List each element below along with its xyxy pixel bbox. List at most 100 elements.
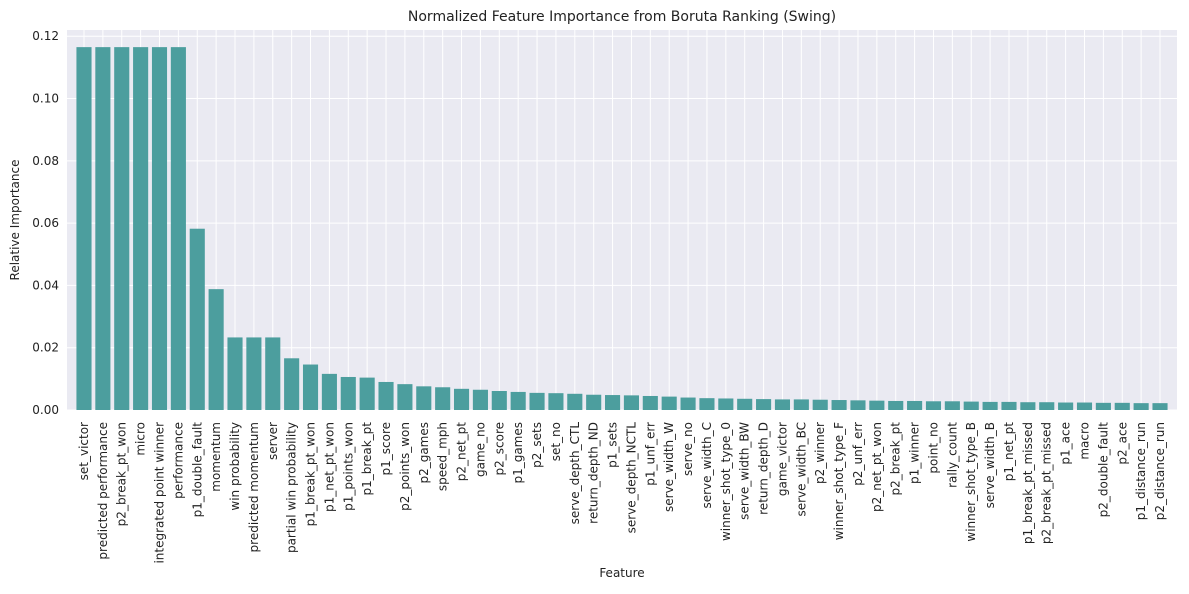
x-tick-label: rally_count xyxy=(945,422,959,488)
y-tick-label: 0.10 xyxy=(32,92,59,106)
x-tick-label: p2_winner xyxy=(813,422,827,484)
x-tick-label: serve_width_BC xyxy=(794,422,808,517)
x-tick-label: set_no xyxy=(549,422,563,461)
bar-p2-points-won xyxy=(397,384,413,410)
x-tick-label: speed_mph xyxy=(436,422,450,491)
x-tick-label: p2_break_pt_missed xyxy=(1040,422,1054,544)
x-tick-label: point_no xyxy=(926,422,940,474)
bar-server xyxy=(265,337,281,410)
y-tick-label: 0.02 xyxy=(32,341,59,355)
bar-predicted-momentum xyxy=(246,337,262,410)
x-tick-label: winner_shot_type_F xyxy=(832,422,846,540)
x-tick-label: p2_double_fault xyxy=(1096,422,1110,518)
bar-micro xyxy=(133,47,149,410)
bar-serve-depth-ctl xyxy=(567,393,583,410)
bar-return-depth-nd xyxy=(586,394,602,410)
bar-game-no xyxy=(472,389,488,410)
bar-p1-break-pt xyxy=(359,377,375,410)
bar-momentum xyxy=(208,289,224,410)
x-tick-label: p1_double_fault xyxy=(190,422,204,518)
bar-performance xyxy=(170,47,186,410)
bar-p2-break-pt-won xyxy=(114,47,130,410)
bar-serve-no xyxy=(680,397,696,410)
x-tick-label: p1_winner xyxy=(908,422,922,484)
x-tick-label: p1_ace xyxy=(1059,422,1073,465)
x-tick-label: win probability xyxy=(228,422,242,511)
x-tick-label: partial win probability xyxy=(285,422,299,553)
bar-p2-ace xyxy=(1114,402,1130,410)
bar-serve-depth-nctl xyxy=(623,395,639,410)
x-tick-label: set_victor xyxy=(77,422,91,480)
y-axis-title: Relative Importance xyxy=(8,160,22,281)
bar-serve-width-c xyxy=(699,398,715,410)
x-tick-label: p2_distance_run xyxy=(1153,422,1167,520)
x-tick-label: p2_break_pt xyxy=(889,422,903,496)
bar-serve-width-bw xyxy=(737,398,753,410)
bar-p1-break-pt-won xyxy=(302,364,319,410)
bar-p2-winner xyxy=(812,399,828,410)
x-tick-label: momentum xyxy=(209,422,223,492)
x-tick-label: p2_sets xyxy=(530,422,544,468)
x-tick-label: winner_shot_type_0 xyxy=(719,422,733,541)
bar-p2-net-pt xyxy=(453,388,470,410)
bars xyxy=(76,47,1168,410)
y-tick-label: 0.12 xyxy=(32,29,59,43)
bar-win-probability xyxy=(227,337,243,410)
x-tick-label: p1_net_pt_won xyxy=(322,422,336,512)
x-tick-label: p2_score xyxy=(492,422,506,476)
x-tick-label: p2_net_pt xyxy=(455,422,469,482)
bar-serve-width-b xyxy=(982,401,998,410)
x-tick-label: p2_points_won xyxy=(398,422,412,511)
bar-p2-unf-err xyxy=(850,400,866,410)
bar-p1-net-pt xyxy=(1001,401,1017,410)
x-tick-label: winner_shot_type_B xyxy=(964,422,978,542)
x-tick-label: serve_no xyxy=(681,422,695,476)
x-tick-label: performance xyxy=(171,422,185,499)
bar-p2-double-fault xyxy=(1095,402,1111,410)
bar-predicted-performance xyxy=(95,47,111,410)
y-tick-labels: 0.00 0.02 0.04 0.06 0.08 0.10 0.12 xyxy=(32,29,59,417)
bar-p2-net-pt-won xyxy=(869,400,885,410)
x-tick-label: p1_distance_run xyxy=(1134,422,1148,520)
x-tick-label: predicted momentum xyxy=(247,422,261,552)
bar-winner-shot-type-b xyxy=(963,401,979,410)
bar-p2-score xyxy=(491,391,507,410)
bar-p1-winner xyxy=(907,400,923,410)
x-tick-label: p1_unf_err xyxy=(643,422,657,486)
x-axis-title: Feature xyxy=(599,566,644,580)
y-tick-label: 0.04 xyxy=(32,278,59,292)
bar-speed-mph xyxy=(435,387,451,410)
bar-game-victor xyxy=(774,399,791,410)
bar-p1-unf-err xyxy=(642,395,658,410)
x-tick-label: p2_unf_err xyxy=(851,422,865,486)
y-tick-label: 0.08 xyxy=(32,154,59,168)
bar-p1-points-won xyxy=(340,376,356,410)
bar-p1-break-pt-missed xyxy=(1020,402,1036,410)
x-tick-label: p1_break_pt_missed xyxy=(1021,422,1035,544)
x-tick-label: game_victor xyxy=(775,422,789,496)
bar-winner-shot-type-0 xyxy=(718,398,734,410)
x-tick-label: p1_break_pt xyxy=(360,422,374,496)
bar-p1-distance-run xyxy=(1133,403,1149,410)
x-tick-label: serve_width_BW xyxy=(738,422,752,520)
bar-macro xyxy=(1076,402,1093,410)
y-tick-label: 0.06 xyxy=(32,216,59,230)
bar-set-no xyxy=(548,393,564,410)
bar-serve-width-w xyxy=(661,396,677,410)
x-tick-label: return_depth_D xyxy=(757,422,771,515)
x-tick-label: serve_depth_CTL xyxy=(568,422,582,525)
bar-integrated-point-winner xyxy=(151,47,168,410)
bar-rally-count xyxy=(944,401,960,410)
bar-p2-break-pt-missed xyxy=(1039,402,1055,410)
x-tick-label: serve_width_C xyxy=(700,422,714,509)
bar-p1-games xyxy=(510,391,526,410)
bar-serve-width-bc xyxy=(793,399,809,410)
bar-p1-double-fault xyxy=(189,228,205,410)
bar-p1-sets xyxy=(605,395,621,410)
bar-winner-shot-type-f xyxy=(831,400,847,410)
x-tick-label: return_depth_ND xyxy=(587,422,601,524)
x-tick-label: p1_net_pt xyxy=(1002,422,1016,482)
bar-p1-ace xyxy=(1058,402,1074,410)
